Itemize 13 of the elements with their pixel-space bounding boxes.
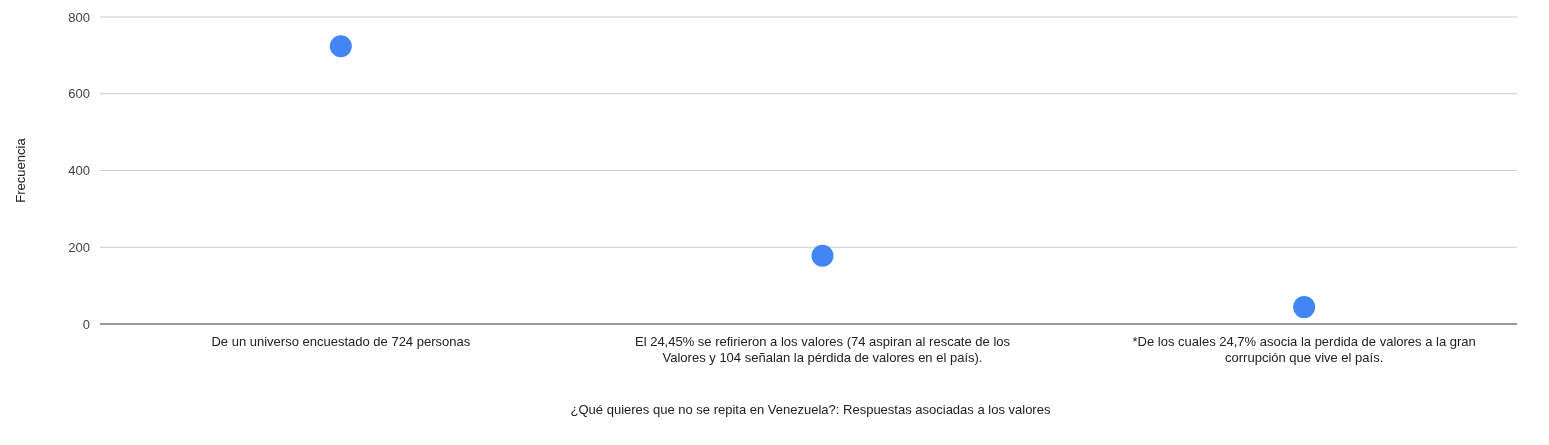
y-axis-title: Frecuencia [13, 137, 28, 203]
y-tick-label: 800 [68, 9, 90, 25]
x-tick-label: De un universo encuestado de 724 personas [211, 334, 471, 349]
point [329, 35, 352, 58]
y-tick-label: 200 [68, 239, 90, 255]
y-tick-label: 0 [82, 316, 90, 332]
y-tick-label: 600 [68, 86, 90, 102]
x-axis-title: ¿Qué quieres que no se repita en Venezuela?: Respuestas asociadas a los valores [570, 402, 1051, 417]
y-tick-label: 400 [68, 163, 90, 179]
point [1293, 296, 1316, 319]
x-tick-label: *De los cuales 24,7% asocia la perdida de valores a la gran corrupción que vive el país. [1132, 334, 1476, 365]
point [811, 244, 834, 267]
x-tick-label: El 24,45% se refirieron a los valores (74 aspiran al rescate de los Valores y 104 señalan la pérdida de valores en el país). [634, 334, 1011, 365]
